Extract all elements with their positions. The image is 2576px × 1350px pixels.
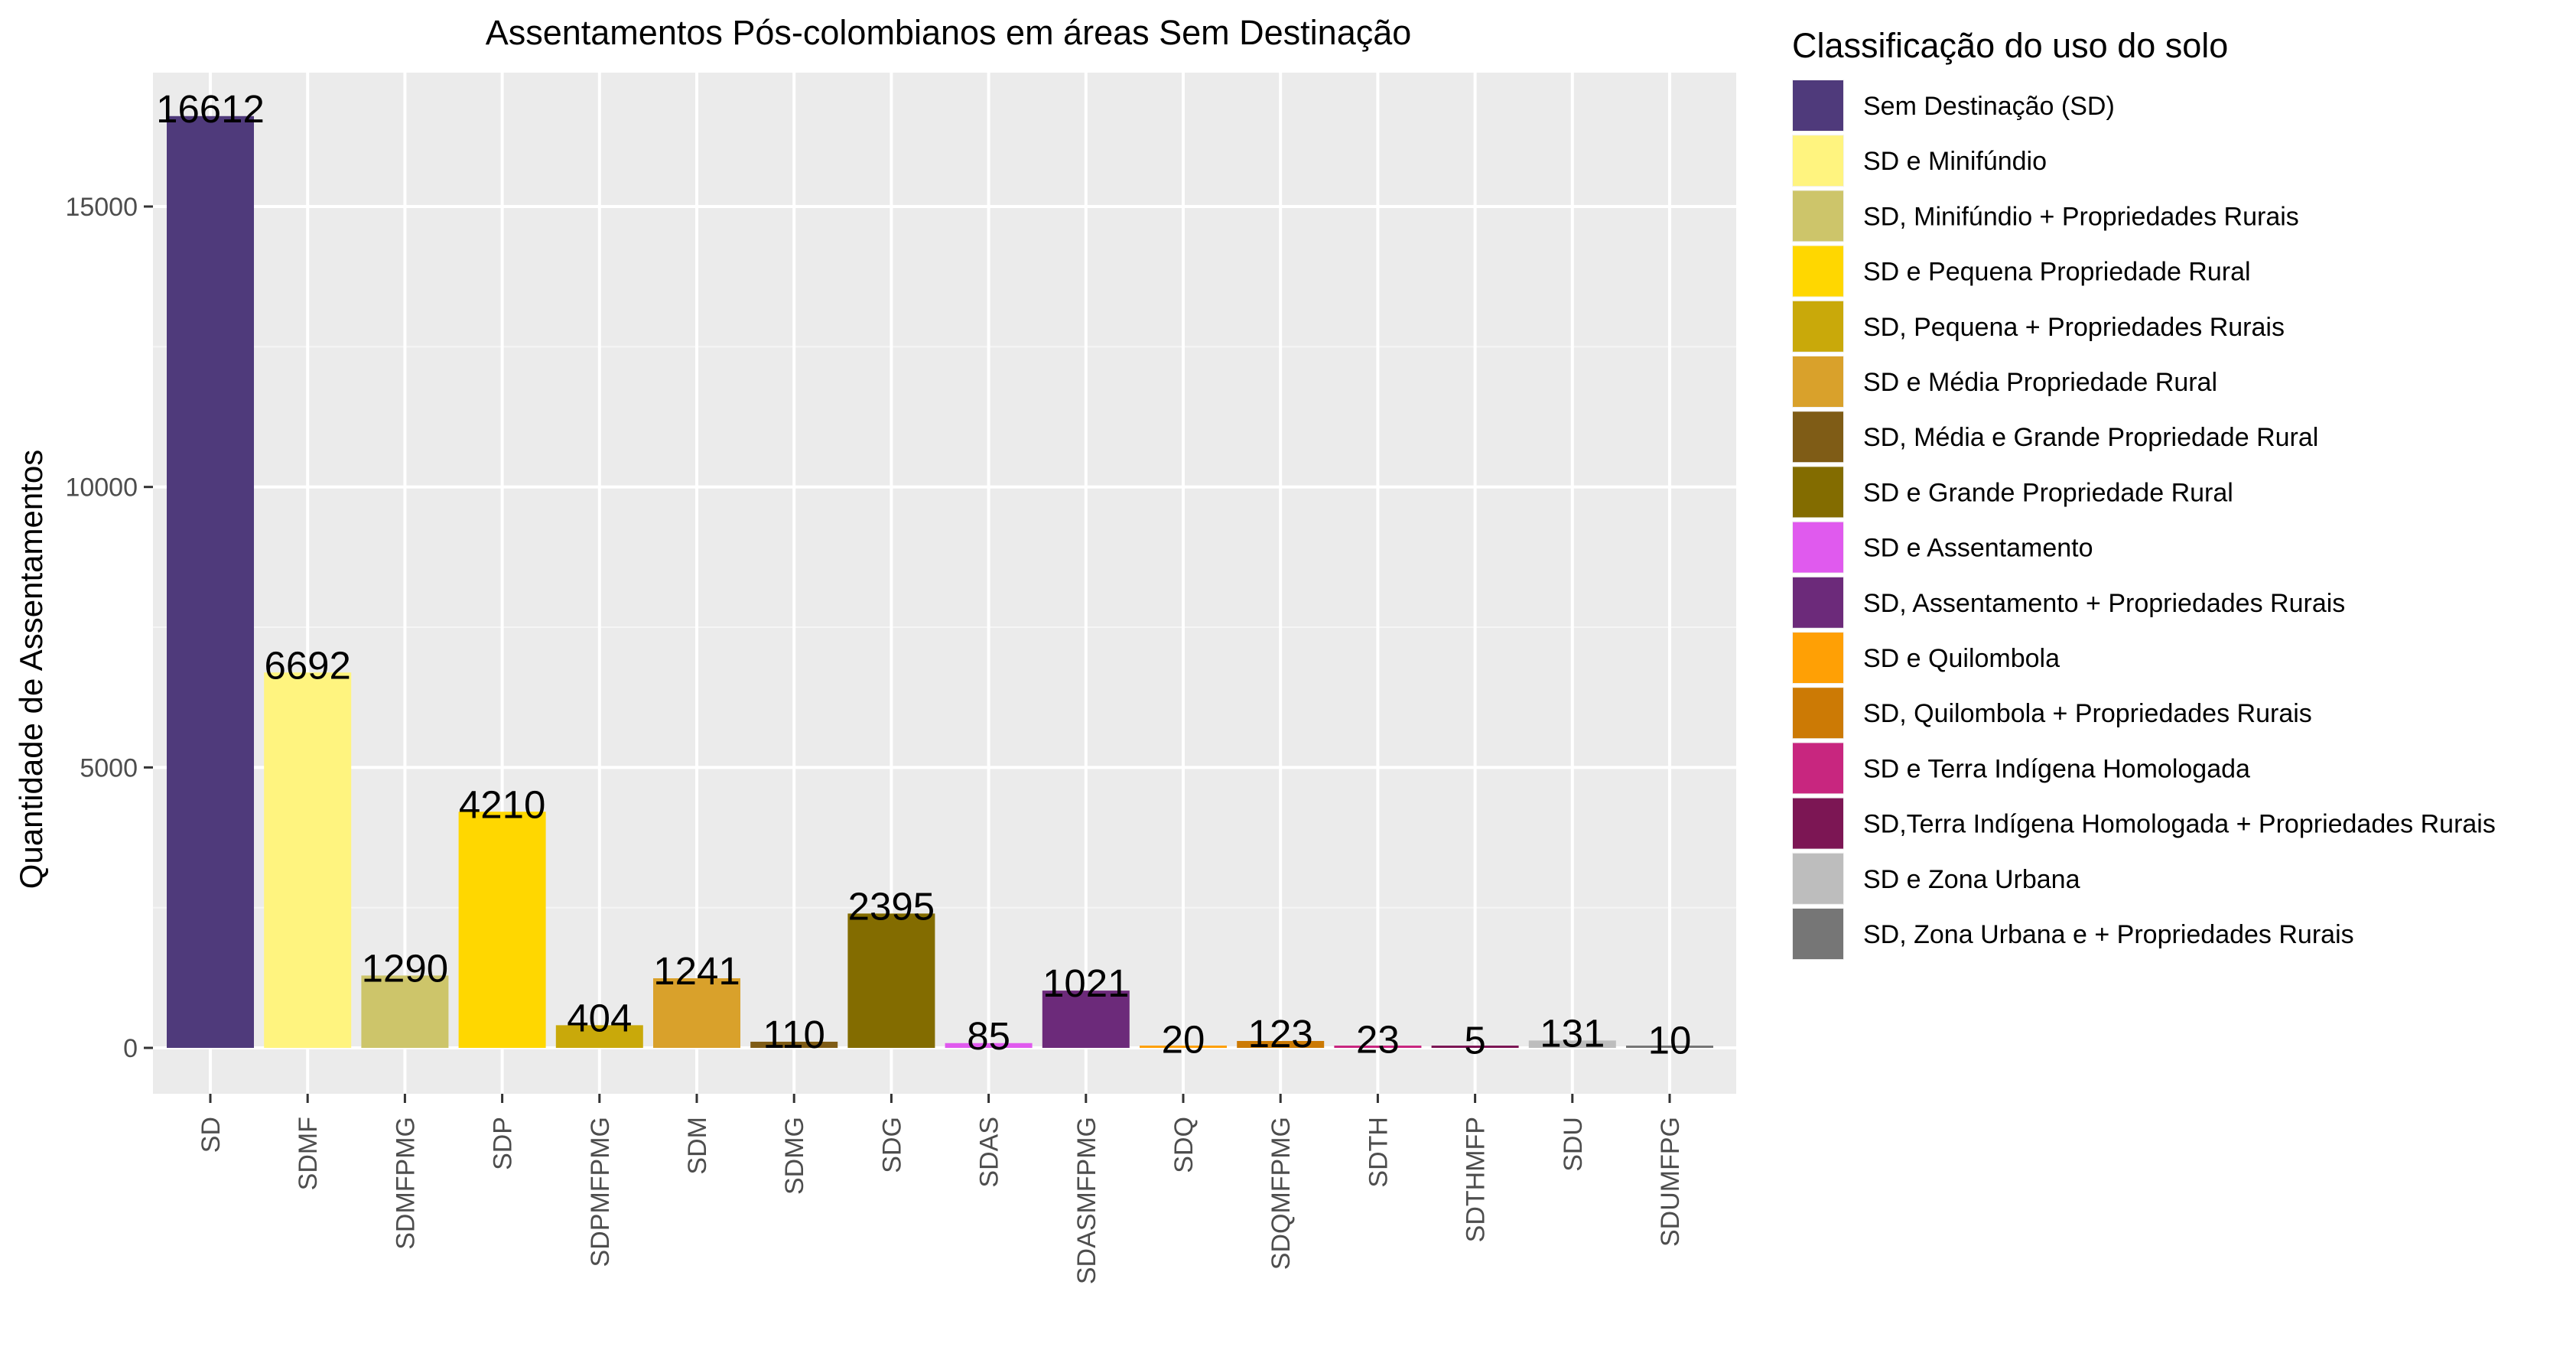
legend-swatch (1793, 909, 1843, 959)
legend-swatch (1793, 80, 1843, 131)
data-label-sdqmfpmg: 123 (1248, 1012, 1313, 1056)
data-label-sdq: 20 (1162, 1018, 1205, 1062)
y-tick-label: 15000 (65, 193, 138, 222)
legend-label: SD, Minifúndio + Propriedades Rurais (1863, 202, 2299, 231)
legend-label: SD e Zona Urbana (1863, 865, 2080, 894)
bar-sdthmfp (1431, 1046, 1519, 1048)
data-label-sd: 16612 (156, 87, 265, 131)
bar-sdg (847, 913, 935, 1048)
bar-sdu (1528, 1040, 1616, 1048)
data-label-sdu: 131 (1540, 1011, 1605, 1055)
bar-sdmfpmg (361, 975, 449, 1048)
plot-panel (153, 73, 1736, 1094)
legend-label: SD, Zona Urbana e + Propriedades Rurais (1863, 920, 2354, 949)
legend-label: SD e Grande Propriedade Rural (1863, 478, 2233, 507)
y-tick-label: 5000 (80, 753, 138, 782)
x-tick-label-sdm: SDM (683, 1117, 712, 1175)
bars (167, 115, 1713, 1049)
data-label-sdth: 23 (1356, 1017, 1400, 1061)
legend-swatch (1793, 246, 1843, 297)
bar-sdpmfpmg (555, 1025, 643, 1048)
x-tick-label-sdumfpg: SDUMFPG (1656, 1117, 1685, 1247)
bar-sdmf (264, 672, 352, 1048)
x-tick-label-sdp: SDP (489, 1117, 518, 1170)
data-label-sdmfpmg: 1290 (362, 946, 448, 990)
x-tick-label-sdth: SDTH (1364, 1117, 1393, 1188)
y-tick-label: 10000 (65, 473, 138, 503)
legend-swatch (1793, 853, 1843, 904)
legend-swatch (1793, 688, 1843, 739)
bar-sd (167, 115, 254, 1049)
bar-sdasmfpmg (1042, 991, 1130, 1048)
x-tick-label-sdthmfp: SDTHMFP (1462, 1117, 1491, 1242)
legend-label: SD, Pequena + Propriedades Rurais (1863, 313, 2285, 342)
bar-sdth (1334, 1046, 1422, 1048)
x-tick-label-sdmfpmg: SDMFPMG (391, 1117, 420, 1250)
data-label-sdg: 2395 (848, 884, 935, 928)
y-axis-title: Quantidade de Assentamentos (13, 450, 49, 889)
legend-label: SD e Assentamento (1863, 534, 2093, 563)
bar-sdumfpg (1626, 1046, 1713, 1048)
x-tick-label-sdasmfpmg: SDASMFPMG (1072, 1117, 1101, 1284)
legend-title: Classificação do uso do solo (1792, 26, 2228, 65)
data-label-sdasmfpmg: 1021 (1042, 961, 1129, 1005)
data-labels: 16612 6692 1290 4210 404 1241 110 2395 85 1021 20 1… (156, 87, 1691, 1062)
legend-label: SD,Terra Indígena Homologada + Proprieda… (1863, 810, 2496, 839)
data-label-sdas: 85 (967, 1014, 1010, 1058)
bar-sdm (653, 978, 740, 1048)
legend-label: SD, Média e Grande Propriedade Rural (1863, 423, 2318, 452)
legend-label: Sem Destinação (SD) (1863, 92, 2115, 121)
x-tick-label-sdu: SDU (1559, 1117, 1588, 1172)
bar-sdq (1140, 1046, 1227, 1048)
legend-swatch (1793, 190, 1843, 242)
legend-swatch (1793, 577, 1843, 628)
legend-label: SD e Minifúndio (1863, 147, 2047, 176)
x-tick-label-sdqmfpmg: SDQMFPMG (1267, 1117, 1296, 1270)
data-label-sdmf: 6692 (264, 643, 350, 687)
x-tick-label-sdq: SDQ (1169, 1117, 1199, 1173)
x-tick-label-sd: SD (197, 1117, 226, 1153)
bar-sdp (458, 812, 546, 1048)
legend: Classificação do uso do solo Sem Destina… (1792, 26, 2496, 960)
legend-swatch (1793, 135, 1843, 187)
y-tick-label: 0 (123, 1034, 138, 1063)
x-tick-label-sdmf: SDMF (294, 1117, 323, 1190)
y-axis: 0 5000 10000 15000 (65, 193, 153, 1063)
bar-sdas (945, 1043, 1033, 1048)
chart-title: Assentamentos Pós-colombianos em áreas S… (486, 13, 1412, 52)
data-label-sdmg: 110 (763, 1013, 825, 1056)
legend-swatch (1793, 301, 1843, 352)
x-axis: SD SDMF SDMFPMG SDP SDPMFPMG SDM SDMG SDG SDAS SD… (197, 1094, 1685, 1284)
legend-swatch (1793, 467, 1843, 518)
legend-swatch (1793, 743, 1843, 794)
data-label-sdpmfpmg: 404 (567, 996, 632, 1039)
legend-swatch (1793, 522, 1843, 573)
data-label-sdp: 4210 (459, 782, 545, 826)
legend-swatch (1793, 798, 1843, 849)
bar-sdqmfpmg (1237, 1040, 1325, 1048)
data-label-sdumfpg: 10 (1648, 1018, 1692, 1062)
legend-label: SD, Assentamento + Propriedades Rurais (1863, 589, 2345, 618)
x-tick-label-sdpmfpmg: SDPMFPMG (586, 1117, 615, 1267)
x-tick-label-sdas: SDAS (975, 1117, 1004, 1188)
legend-swatch (1793, 356, 1843, 407)
bar-sdmg (750, 1041, 838, 1048)
legend-label: SD, Quilombola + Propriedades Rurais (1863, 699, 2312, 728)
legend-swatch (1793, 633, 1843, 683)
legend-label: SD e Quilombola (1863, 644, 2060, 673)
legend-swatch (1793, 412, 1843, 463)
data-label-sdm: 1241 (653, 949, 740, 993)
legend-label: SD e Pequena Propriedade Rural (1863, 258, 2251, 287)
legend-label: SD e Média Propriedade Rural (1863, 368, 2217, 397)
x-tick-label-sdmg: SDMG (780, 1117, 809, 1195)
legend-label: SD e Terra Indígena Homologada (1863, 754, 2250, 783)
x-tick-label-sdg: SDG (877, 1117, 906, 1173)
data-label-sdthmfp: 5 (1464, 1019, 1485, 1062)
